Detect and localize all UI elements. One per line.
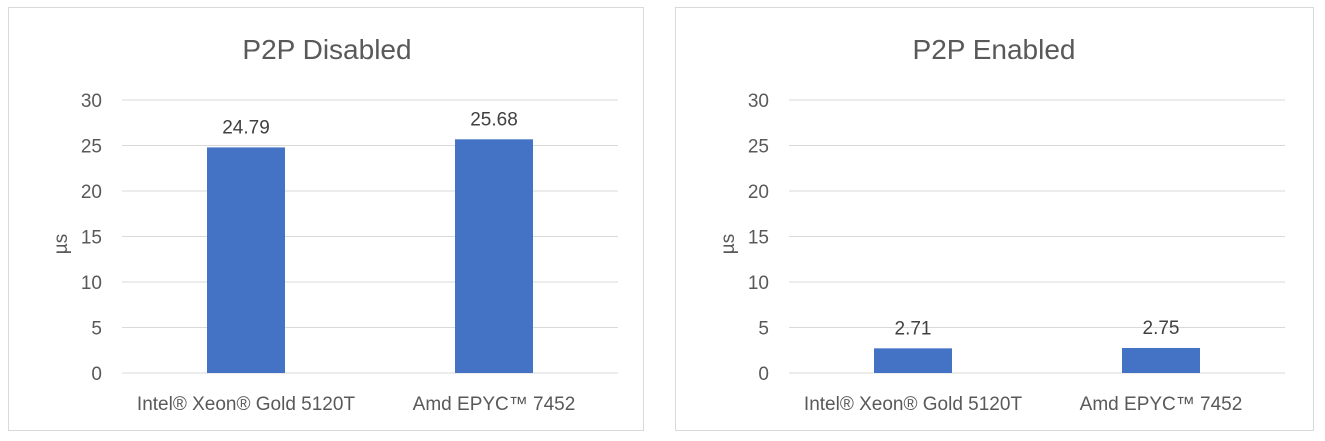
- bar-chart-p2p-disabled: P2P Disabled µs 0 5 10 15 20 25 30 24.79 Intel® …: [51, 34, 618, 415]
- y-tick-label: 15: [81, 228, 102, 249]
- bar: [455, 139, 533, 373]
- y-tick-label: 30: [81, 91, 102, 112]
- y-tick-label: 25: [748, 137, 769, 158]
- bar-value-label: 25.68: [470, 109, 518, 130]
- y-tick-label: 20: [81, 182, 102, 203]
- y-tick-label: 0: [91, 364, 102, 385]
- x-category-label: Intel® Xeon® Gold 5120T: [137, 394, 356, 415]
- x-category-label: Intel® Xeon® Gold 5120T: [804, 394, 1023, 415]
- y-tick-label: 20: [748, 182, 769, 203]
- y-tick-label: 5: [758, 319, 769, 340]
- bar: [1122, 347, 1200, 373]
- bar-value-label: 24.79: [222, 117, 270, 138]
- chart-title: P2P Disabled: [242, 34, 411, 65]
- x-category-label: Amd EPYC™ 7452: [413, 394, 576, 415]
- y-tick-label: 25: [81, 137, 102, 158]
- y-tick-label: 30: [748, 91, 769, 112]
- chart-panel-p2p-enabled: P2P Enabled µs 0 5 10 15 20 25 30 2.71 Intel® Xe…: [675, 7, 1314, 431]
- bar-value-label: 2.75: [1143, 318, 1180, 339]
- x-category-label: Amd EPYC™ 7452: [1080, 394, 1243, 415]
- bar-value-label: 2.71: [895, 318, 932, 339]
- y-axis-label: µs: [51, 234, 72, 254]
- chart-panel-p2p-disabled: P2P Disabled µs 0 5 10 15 20 25 30 24.79 Intel® …: [8, 7, 644, 431]
- y-tick-label: 10: [748, 273, 769, 294]
- bar-chart-p2p-enabled: P2P Enabled µs 0 5 10 15 20 25 30 2.71 Intel® Xe…: [718, 34, 1285, 415]
- bar: [207, 147, 285, 373]
- y-tick-label: 15: [748, 228, 769, 249]
- y-tick-label: 10: [81, 273, 102, 294]
- y-axis-label: µs: [718, 234, 739, 254]
- y-tick-label: 0: [758, 364, 769, 385]
- y-tick-label: 5: [91, 319, 102, 340]
- chart-title: P2P Enabled: [913, 34, 1076, 65]
- bar: [874, 348, 952, 373]
